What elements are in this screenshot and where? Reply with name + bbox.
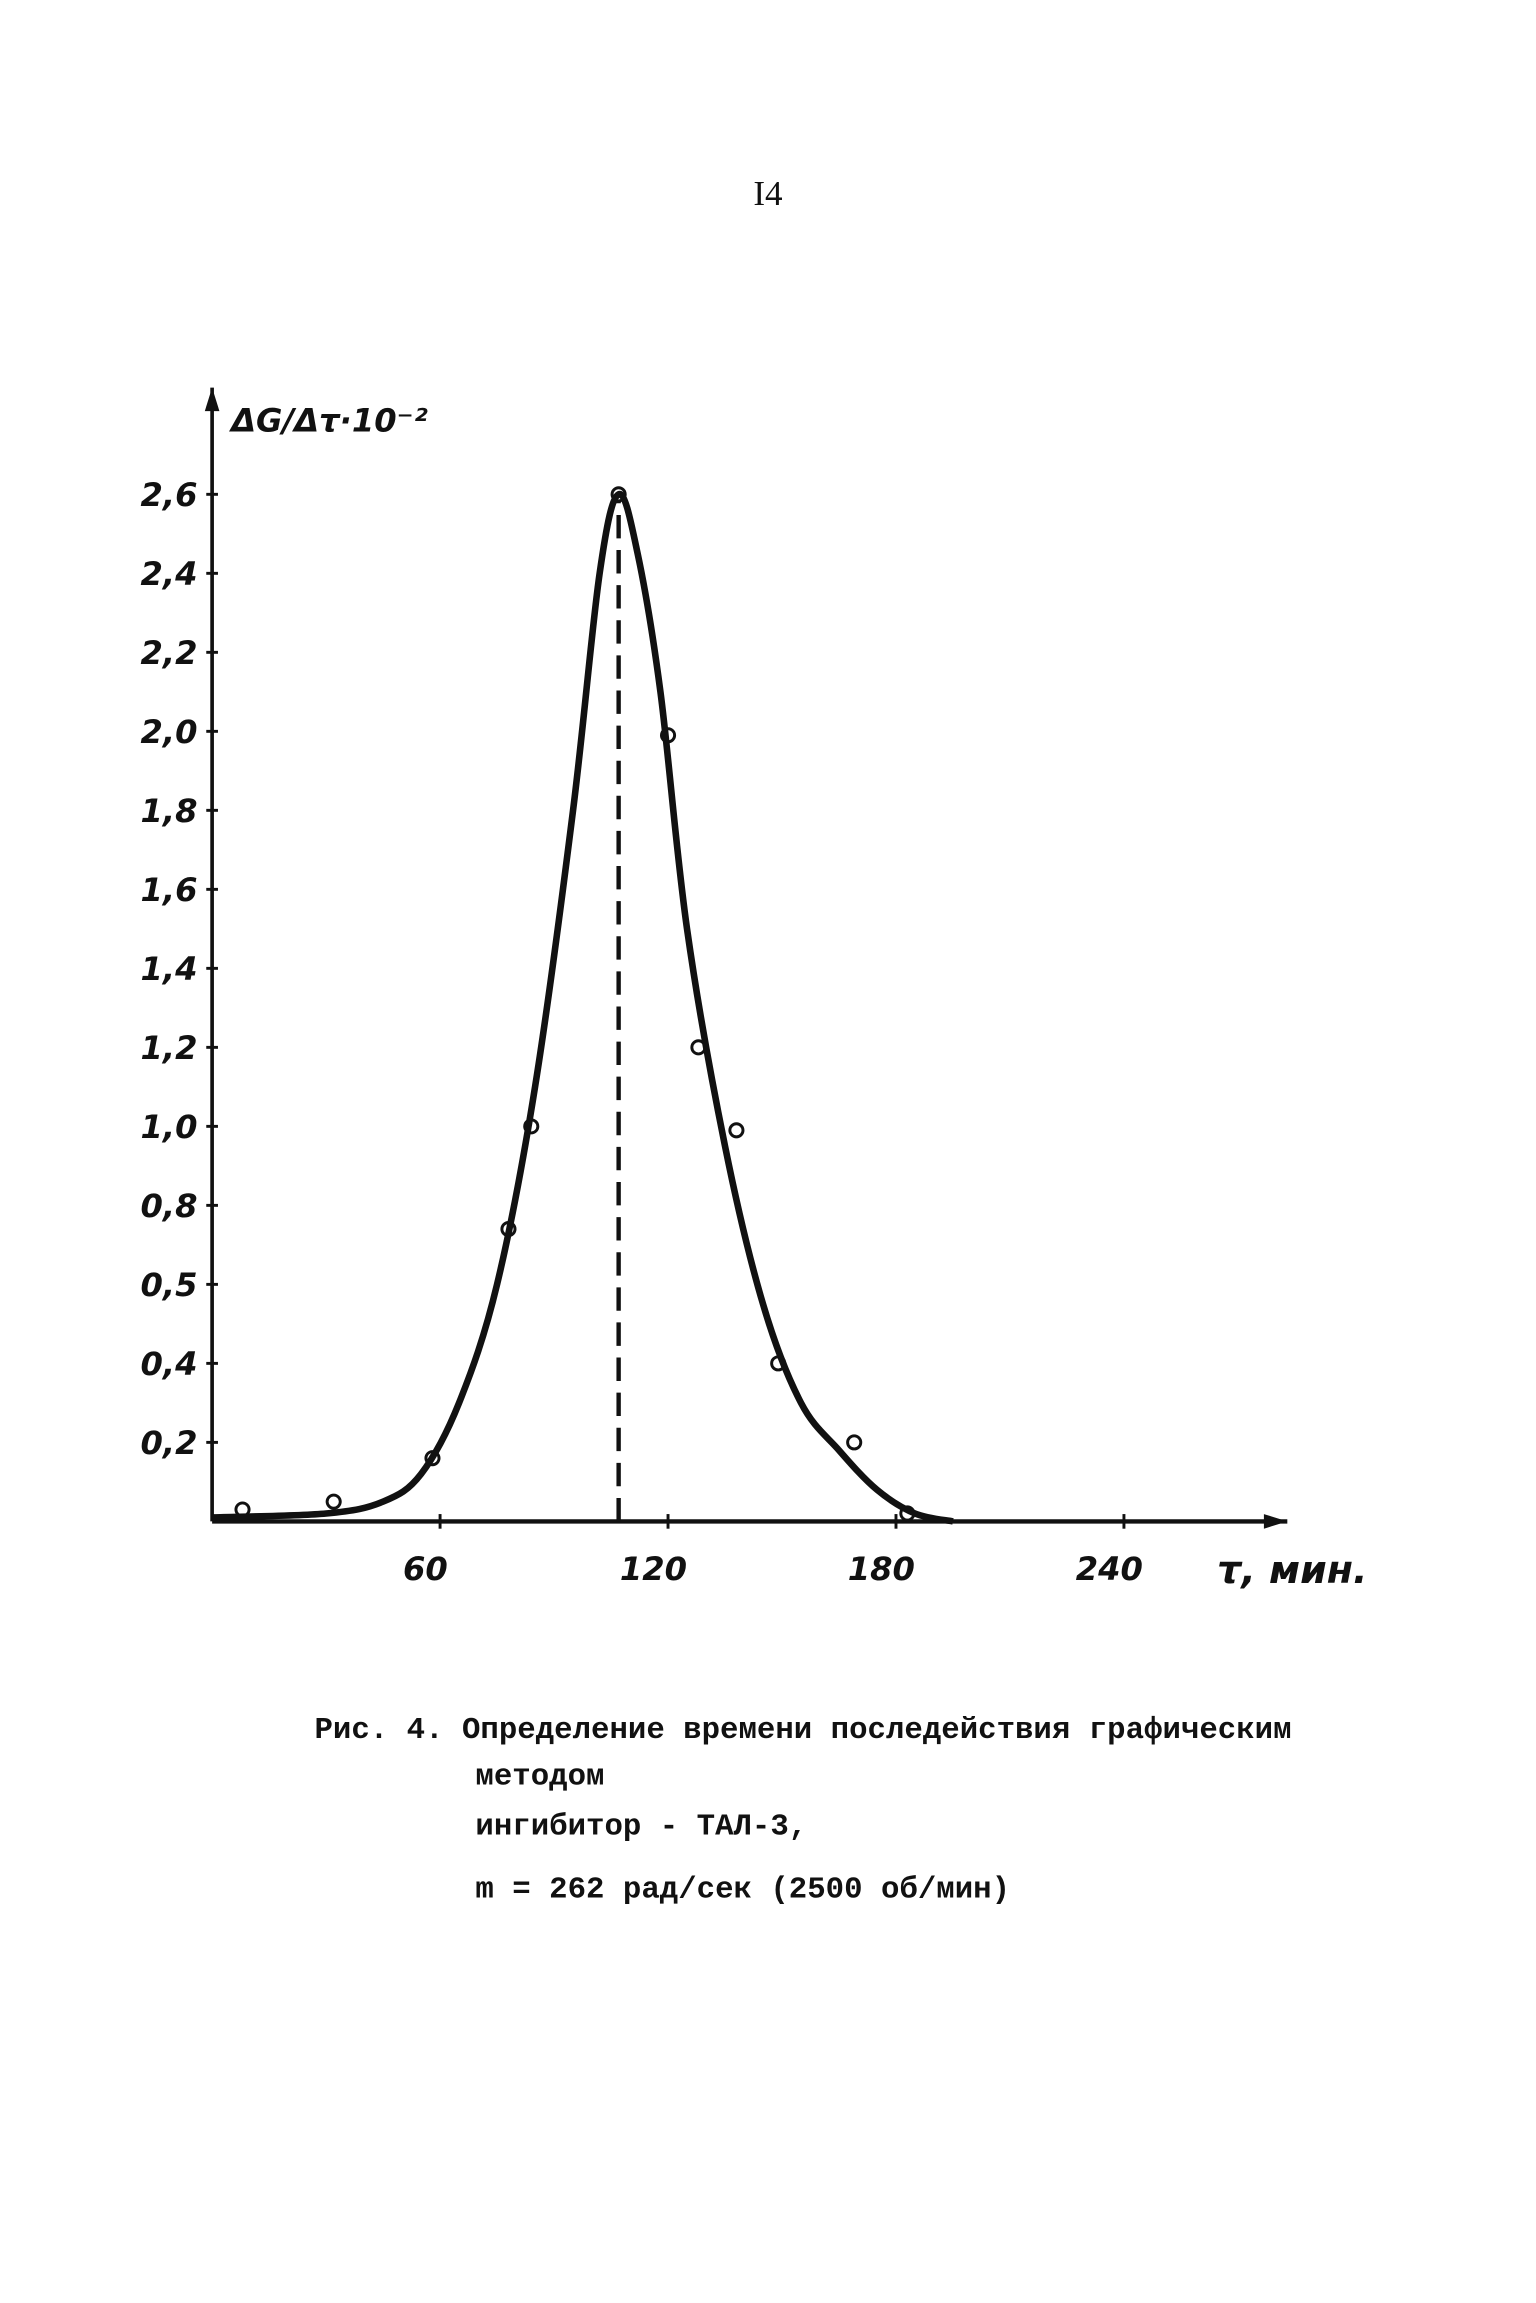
- y-tick-label: 1,8: [140, 792, 197, 830]
- x-axis-arrow: [1263, 1514, 1288, 1529]
- y-tick-label: 1,0: [140, 1108, 197, 1146]
- y-tick-label: 0,2: [140, 1424, 197, 1462]
- y-tick-label: 1,4: [140, 950, 197, 988]
- x-tick-label: 60: [403, 1550, 448, 1588]
- data-point: [325, 1493, 342, 1510]
- fitted-curve: [212, 491, 954, 1525]
- data-point: [846, 1434, 863, 1451]
- y-tick-label: 2,2: [140, 634, 197, 672]
- caption-line: m = 262 рад/сек (2500 об/мин): [475, 1872, 1010, 1907]
- y-axis-arrow: [204, 387, 220, 412]
- caption-line: методом: [475, 1760, 604, 1795]
- y-tick-label: 1,6: [140, 871, 197, 909]
- caption-line: Рис. 4. Определение времени последействи…: [315, 1713, 1292, 1748]
- y-axis-label: ΔG/Δτ·10⁻²: [228, 402, 428, 440]
- y-tick-label: 1,2: [140, 1029, 197, 1067]
- x-axis-label: τ, мин.: [1217, 1548, 1367, 1592]
- y-tick-label: 0,8: [140, 1187, 197, 1225]
- caption-line: ингибитор - ТАЛ-3,: [475, 1809, 807, 1844]
- x-tick-label: 180: [848, 1550, 915, 1588]
- x-tick-label: 120: [620, 1550, 687, 1588]
- y-tick-label: 2,4: [140, 555, 197, 593]
- y-tick-label: 2,6: [140, 476, 197, 514]
- y-tick-label: 2,0: [140, 713, 197, 751]
- x-tick-label: 240: [1076, 1550, 1143, 1588]
- y-tick-label: 0,5: [140, 1266, 197, 1304]
- data-point: [728, 1122, 745, 1139]
- page-number: I4: [753, 174, 782, 213]
- y-tick-label: 0,4: [140, 1345, 197, 1383]
